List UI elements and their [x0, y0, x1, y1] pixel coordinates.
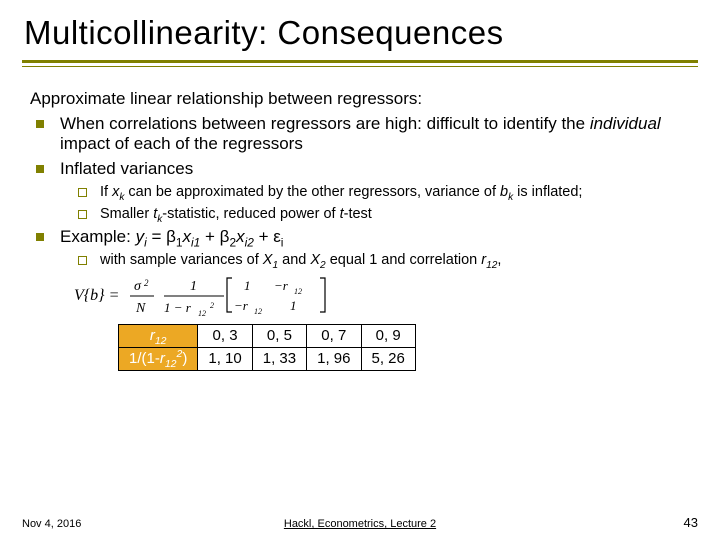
svg-text:1: 1 — [290, 298, 297, 313]
footer-center: Hackl, Econometrics, Lecture 2 — [22, 518, 698, 530]
svg-text:−r: −r — [274, 278, 289, 293]
slide-title: Multicollinearity: Consequences — [22, 12, 698, 58]
cell-v-0: 1, 10 — [198, 348, 252, 371]
th-r12: r12 — [119, 324, 198, 347]
b2b-tail: -test — [344, 206, 372, 222]
table-wrap: r12 0, 3 0, 5 0, 7 0, 9 1/(1-r122) 1, 10… — [118, 324, 690, 372]
b3a-mid: and — [278, 252, 310, 268]
bullet-list: When correlations between regressors are… — [30, 114, 690, 270]
title-rule — [22, 60, 698, 67]
bullet-3: Example: yi = β1xi1 + β2xi2 + εi with sa… — [32, 227, 690, 269]
cell-v-1: 1, 33 — [252, 348, 306, 371]
bullet-3a: with sample variances of X1 and X2 equal… — [74, 252, 690, 270]
b3a-tail: , — [497, 252, 501, 268]
b2a-bk: b — [500, 184, 508, 200]
cell-r-1: 0, 5 — [252, 324, 306, 347]
b2b-pre: Smaller — [100, 206, 153, 222]
b3-eq5: x — [236, 227, 245, 246]
cell-v-3: 5, 26 — [361, 348, 415, 371]
b3-yi: y — [136, 227, 145, 246]
svg-text:V{b} =: V{b} = — [74, 287, 119, 304]
svg-text:12: 12 — [198, 309, 206, 318]
b3-eq4: + β — [200, 227, 229, 246]
variance-formula: V{b} = σ2 N 1 1 − r122 1 −r12 −r12 1 — [72, 272, 690, 318]
bullet-2: Inflated variances If xk can be approxim… — [32, 159, 690, 223]
cell-r-0: 0, 3 — [198, 324, 252, 347]
intro-text: Approximate linear relationship between … — [30, 89, 690, 110]
b2a-tail: is inflated; — [513, 184, 582, 200]
b3-pre: Example: — [60, 227, 136, 246]
th-vif-sub: 12 — [165, 358, 177, 370]
th-vif-pre: 1/(1- — [129, 350, 160, 367]
svg-text:1 − r: 1 − r — [164, 300, 192, 315]
b3-eq5-sub: i2 — [245, 236, 254, 250]
svg-text:N: N — [135, 301, 146, 316]
svg-text:12: 12 — [294, 287, 302, 296]
bullet-2-text: Inflated variances — [60, 159, 193, 178]
cell-v-2: 1, 96 — [307, 348, 361, 371]
svg-text:2: 2 — [210, 301, 214, 310]
bullet-2a: If xk can be approximated by the other r… — [74, 184, 690, 202]
bullet-1-text: When correlations between regressors are… — [60, 114, 590, 133]
bullet-1-em: individual — [590, 114, 661, 133]
slide: Multicollinearity: Consequences Approxim… — [0, 0, 720, 540]
b3a-pre: with sample variances of — [100, 252, 263, 268]
footer: Nov 4, 2016 Hackl, Econometrics, Lecture… — [22, 515, 698, 530]
svg-text:1: 1 — [244, 278, 251, 293]
b3-eq6: + ε — [254, 227, 281, 246]
cell-r-3: 0, 9 — [361, 324, 415, 347]
b3-eq6-sub: i — [281, 236, 284, 250]
b3a-mid2: equal 1 and correlation — [326, 252, 482, 268]
th-r12-sub: 12 — [155, 335, 167, 347]
slide-body: Approximate linear relationship between … — [22, 67, 698, 371]
b2a-pre: If — [100, 184, 112, 200]
svg-text:2: 2 — [144, 278, 149, 288]
bullet-1: When correlations between regressors are… — [32, 114, 690, 155]
table-row: r12 0, 3 0, 5 0, 7 0, 9 — [119, 324, 416, 347]
b3a-x2: X — [310, 252, 320, 268]
svg-text:12: 12 — [254, 307, 262, 316]
th-vif: 1/(1-r122) — [119, 348, 198, 371]
b2a-mid: can be approximated by the other regress… — [124, 184, 500, 200]
b3-eq2: = β — [147, 227, 176, 246]
svg-text:−r: −r — [234, 298, 249, 313]
b3-eq3: x — [183, 227, 192, 246]
table-row: 1/(1-r122) 1, 10 1, 33 1, 96 5, 26 — [119, 348, 416, 371]
b3-eq2-sub: 1 — [176, 236, 183, 250]
b2b-mid: -statistic, reduced power of — [162, 206, 339, 222]
bullet-2b: Smaller tk-statistic, reduced power of t… — [74, 206, 690, 224]
svg-text:1: 1 — [190, 279, 197, 294]
svg-text:σ: σ — [134, 279, 142, 294]
vif-table: r12 0, 3 0, 5 0, 7 0, 9 1/(1-r122) 1, 10… — [118, 324, 416, 372]
bullet-1-tail: impact of each of the regressors — [60, 134, 303, 153]
b3a-r-sub: 12 — [486, 260, 497, 271]
cell-r-2: 0, 7 — [307, 324, 361, 347]
b3-eq3-sub: i1 — [191, 236, 200, 250]
th-vif-post: ) — [182, 350, 187, 367]
